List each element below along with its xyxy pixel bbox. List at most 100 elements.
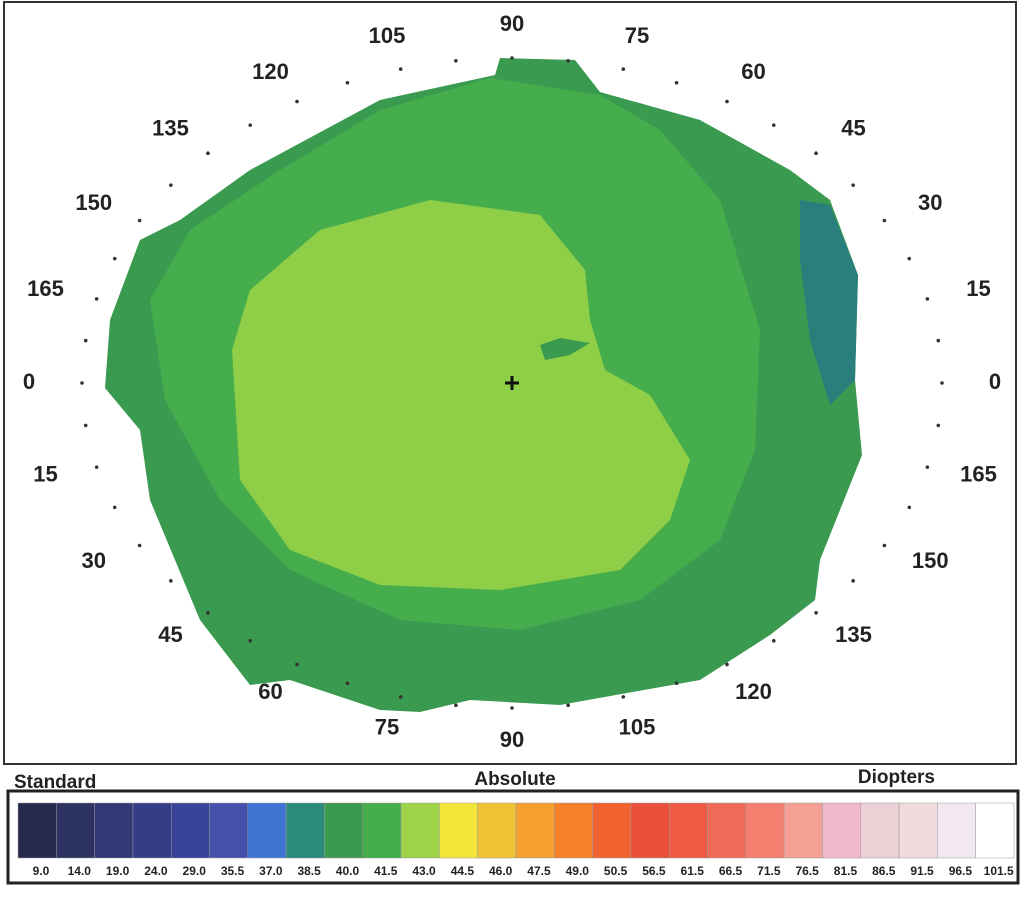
scale-swatch: [630, 802, 670, 859]
ring-dot: [94, 297, 99, 301]
central-zone: [232, 200, 690, 590]
angle-label: 165: [960, 461, 997, 486]
ring-dot: [112, 505, 117, 510]
angle-label: 30: [918, 190, 942, 215]
scale-label: 40.0: [336, 864, 360, 878]
ring-dot: [94, 465, 99, 469]
ring-dot: [80, 381, 84, 385]
scale-swatch: [975, 802, 1015, 859]
scale-label: 38.5: [297, 864, 321, 878]
ring-dot: [295, 99, 299, 104]
scale-label: 50.5: [604, 864, 628, 878]
ring-dot: [725, 662, 729, 667]
ring-dot: [882, 543, 887, 548]
scale-swatch: [515, 802, 555, 859]
scale-label: 101.5: [984, 864, 1014, 878]
scale-label: 43.0: [412, 864, 436, 878]
angle-label: 45: [841, 116, 865, 141]
angle-label: 45: [158, 622, 182, 647]
ring-dot: [882, 218, 887, 223]
scale-swatch: [937, 802, 976, 859]
scale-label: 41.5: [374, 864, 398, 878]
ring-dot: [771, 123, 776, 127]
scale-label: 86.5: [872, 864, 896, 878]
ring-dot: [936, 423, 941, 428]
scale-swatch: [247, 802, 287, 859]
scale-label: 9.0: [33, 864, 50, 878]
header-left: Standard: [14, 772, 96, 793]
angle-label: 60: [741, 59, 765, 84]
scale-label: 56.5: [642, 864, 666, 878]
angle-label: 15: [33, 461, 57, 486]
scale-label: 96.5: [949, 864, 973, 878]
ring-dot: [771, 639, 776, 643]
ring-dot: [940, 381, 944, 385]
ring-dot: [169, 183, 173, 187]
scale-swatch: [170, 802, 210, 859]
header-center: Absolute: [474, 769, 555, 790]
scale-label: 49.0: [566, 864, 590, 878]
angle-label: 60: [258, 679, 282, 704]
angle-label: 120: [252, 59, 289, 84]
scale-swatch: [898, 802, 938, 859]
scale-swatch: [822, 802, 862, 859]
scale-swatch: [56, 802, 95, 859]
scale-swatch: [592, 802, 632, 859]
angle-label: 105: [619, 715, 656, 740]
ring-dot: [398, 67, 403, 71]
scale-swatch: [17, 802, 57, 859]
angle-label: 75: [375, 715, 399, 740]
ring-dot: [925, 297, 930, 301]
angle-label: 90: [500, 727, 524, 752]
scale-label: 44.5: [451, 864, 475, 878]
angle-label: 135: [835, 622, 872, 647]
scale-swatch: [132, 802, 172, 859]
ring-dot: [566, 58, 570, 63]
angle-label: 120: [735, 679, 772, 704]
scale-label: 46.0: [489, 864, 513, 878]
ring-dot: [851, 579, 855, 583]
ring-dot: [137, 543, 142, 548]
ring-dot: [454, 58, 458, 63]
corneal-map: [105, 58, 862, 712]
angle-label: 135: [152, 116, 189, 141]
scale-swatch: [554, 802, 593, 859]
scale-swatch: [439, 802, 478, 859]
angle-label: 150: [912, 548, 949, 573]
ring-dot: [674, 681, 679, 686]
angle-label: 0: [23, 369, 35, 394]
scale-swatch: [745, 802, 785, 859]
ring-dot: [725, 99, 729, 104]
center-mark: [505, 376, 519, 390]
scale-swatch: [285, 802, 325, 859]
ring-dot: [566, 703, 570, 708]
ring-dot: [398, 695, 403, 699]
ring-dot: [169, 579, 173, 583]
ring-dot: [345, 80, 350, 85]
scale-label: 47.5: [527, 864, 551, 878]
angle-label: 105: [369, 23, 406, 48]
ring-dot: [248, 123, 253, 127]
ring-dot: [112, 256, 117, 261]
angle-label: 75: [625, 23, 649, 48]
ring-dot: [674, 80, 679, 85]
scale-swatch: [477, 802, 517, 859]
ring-dot: [83, 338, 88, 343]
angle-label: 165: [27, 276, 64, 301]
ring-dot: [621, 695, 626, 699]
scale-swatch: [707, 802, 747, 859]
angle-label: 0: [989, 369, 1001, 394]
ring-dot: [137, 218, 142, 223]
scale-swatch: [209, 802, 249, 859]
ring-dot: [907, 505, 912, 510]
ring-dot: [83, 423, 88, 428]
ring-dot: [907, 256, 912, 261]
scale-label: 71.5: [757, 864, 781, 878]
angle-label: 30: [81, 548, 105, 573]
scale-label: 24.0: [144, 864, 168, 878]
angle-label: 15: [966, 276, 990, 301]
scale-swatch: [94, 802, 134, 859]
ring-dot: [454, 703, 458, 708]
